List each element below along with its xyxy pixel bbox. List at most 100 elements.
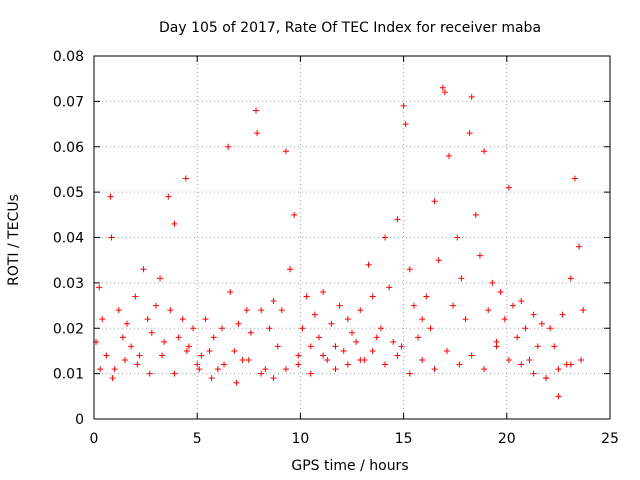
data-point bbox=[547, 325, 554, 332]
data-point bbox=[97, 366, 104, 373]
data-point bbox=[111, 366, 118, 373]
data-point bbox=[357, 307, 364, 314]
data-point bbox=[514, 334, 521, 341]
data-point bbox=[571, 175, 578, 182]
data-point bbox=[427, 325, 434, 332]
data-point bbox=[210, 334, 217, 341]
grid-layer bbox=[94, 56, 610, 419]
data-point bbox=[489, 279, 496, 286]
data-point bbox=[365, 261, 372, 268]
y-tick-label: 0.04 bbox=[53, 231, 84, 247]
data-point bbox=[377, 325, 384, 332]
data-point bbox=[278, 307, 285, 314]
data-point bbox=[270, 298, 277, 305]
data-point bbox=[152, 302, 159, 309]
data-point bbox=[235, 320, 242, 327]
data-point bbox=[382, 234, 389, 241]
data-point bbox=[165, 193, 172, 200]
data-points bbox=[93, 84, 587, 400]
data-point bbox=[262, 366, 269, 373]
data-point bbox=[576, 243, 583, 250]
data-point bbox=[124, 320, 131, 327]
data-point bbox=[406, 370, 413, 377]
chart-title: Day 105 of 2017, Rate Of TEC Index for r… bbox=[159, 20, 541, 36]
x-tick-label: 20 bbox=[498, 431, 516, 447]
data-point bbox=[534, 343, 541, 350]
data-point bbox=[369, 293, 376, 300]
data-point bbox=[373, 334, 380, 341]
data-point bbox=[185, 343, 192, 350]
data-point bbox=[128, 343, 135, 350]
x-tick-labels: 0 5 10 15 20 25 bbox=[90, 431, 619, 447]
data-point bbox=[468, 93, 475, 100]
x-tick-label: 10 bbox=[291, 431, 309, 447]
data-point bbox=[218, 325, 225, 332]
data-point bbox=[485, 307, 492, 314]
data-point bbox=[144, 316, 151, 323]
data-point bbox=[530, 311, 537, 318]
data-point bbox=[386, 284, 393, 291]
data-point bbox=[419, 316, 426, 323]
data-point bbox=[328, 320, 335, 327]
data-point bbox=[497, 288, 504, 295]
y-tick-label: 0.05 bbox=[53, 185, 84, 201]
data-point bbox=[559, 311, 566, 318]
data-point bbox=[171, 370, 178, 377]
data-point bbox=[159, 352, 166, 359]
data-point bbox=[307, 343, 314, 350]
data-point bbox=[227, 288, 234, 295]
data-point bbox=[311, 311, 318, 318]
data-point bbox=[344, 316, 351, 323]
data-point bbox=[157, 275, 164, 282]
x-tick-label: 15 bbox=[395, 431, 413, 447]
data-point bbox=[287, 266, 294, 273]
data-point bbox=[303, 293, 310, 300]
data-point bbox=[481, 148, 488, 155]
data-point bbox=[369, 347, 376, 354]
data-point bbox=[190, 325, 197, 332]
data-point bbox=[501, 316, 508, 323]
data-point bbox=[435, 257, 442, 264]
data-point bbox=[295, 352, 302, 359]
data-point bbox=[394, 216, 401, 223]
data-point bbox=[274, 343, 281, 350]
data-point bbox=[146, 370, 153, 377]
data-point bbox=[580, 307, 587, 314]
data-point bbox=[468, 352, 475, 359]
data-point bbox=[109, 375, 116, 382]
data-point bbox=[107, 193, 114, 200]
data-point bbox=[462, 316, 469, 323]
y-tick-label: 0.03 bbox=[53, 276, 84, 292]
data-point bbox=[119, 334, 126, 341]
y-tick-label: 0 bbox=[75, 412, 84, 428]
data-point bbox=[522, 325, 529, 332]
x-tick-label: 5 bbox=[193, 431, 202, 447]
data-point bbox=[340, 347, 347, 354]
data-point bbox=[493, 343, 500, 350]
data-point bbox=[458, 275, 465, 282]
data-point bbox=[406, 266, 413, 273]
y-tick-label: 0.06 bbox=[53, 140, 84, 156]
data-point bbox=[282, 366, 289, 373]
data-point bbox=[439, 84, 446, 91]
plot-frame bbox=[93, 55, 611, 420]
data-point bbox=[167, 307, 174, 314]
data-point bbox=[415, 334, 422, 341]
data-point bbox=[161, 338, 168, 345]
x-axis-label: GPS time / hours bbox=[291, 458, 408, 474]
data-point bbox=[206, 347, 213, 354]
data-point bbox=[132, 293, 139, 300]
data-point bbox=[509, 302, 516, 309]
data-point bbox=[258, 307, 265, 314]
data-point bbox=[233, 379, 240, 386]
data-point bbox=[295, 361, 302, 368]
data-point bbox=[443, 347, 450, 354]
data-point bbox=[221, 361, 228, 368]
y-tick-label: 0.08 bbox=[53, 49, 84, 65]
data-point bbox=[456, 361, 463, 368]
data-point bbox=[245, 357, 252, 364]
data-point bbox=[214, 366, 221, 373]
data-point bbox=[530, 370, 537, 377]
data-point bbox=[270, 375, 277, 382]
